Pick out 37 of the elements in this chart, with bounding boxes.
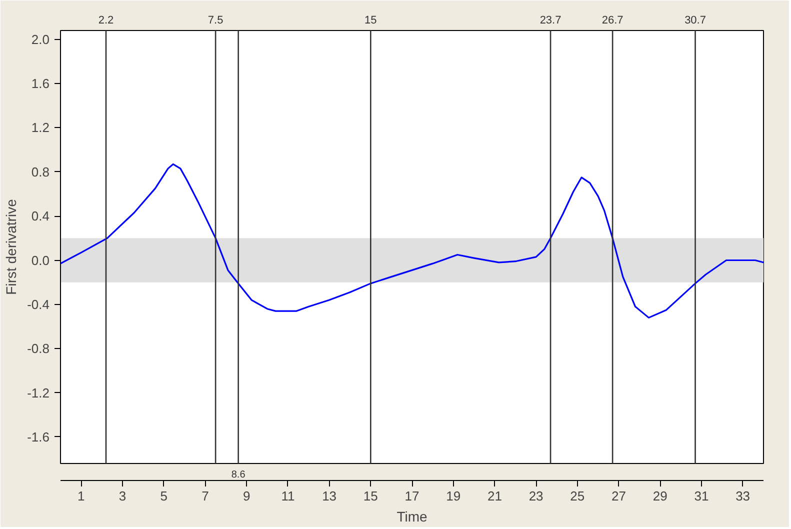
x-tick-label: 1	[78, 488, 85, 504]
y-tick-label: 1.2	[31, 120, 50, 136]
ref-line-label: 15	[364, 14, 377, 26]
y-tick-label: -0.4	[27, 296, 50, 312]
x-tick-label: 15	[363, 488, 378, 504]
x-axis-title: Time	[396, 508, 428, 524]
x-tick-label: 3	[118, 488, 126, 504]
y-tick-label: 0.0	[31, 252, 50, 268]
x-tick-label: 29	[652, 488, 668, 504]
x-tick-label: 9	[242, 488, 250, 504]
x-tick-label: 19	[446, 488, 461, 504]
x-tick-label: 27	[612, 488, 626, 504]
y-tick-label: -0.8	[27, 341, 50, 356]
x-tick-label: 11	[281, 488, 295, 504]
x-tick-label: 31	[694, 488, 709, 504]
x-tick-label: 33	[736, 488, 750, 504]
x-tick-label: 17	[404, 488, 420, 504]
x-tick-label: 5	[160, 488, 168, 504]
y-tick-label: 2.0	[31, 32, 50, 47]
x-tick-label: 23	[528, 488, 544, 504]
ref-line-label: 30.7	[684, 14, 706, 26]
x-tick-label: 7	[202, 488, 209, 504]
y-tick-label: 0.8	[31, 164, 50, 180]
ref-line-label: 7.5	[208, 14, 224, 26]
line-series	[60, 163, 764, 318]
y-tick-label: -1.2	[27, 385, 50, 400]
x-tick-label: 13	[322, 488, 337, 504]
ref-line-label: 23.7	[540, 14, 562, 26]
y-tick-label: -1.6	[27, 429, 50, 444]
ref-line-label: 2.2	[98, 14, 114, 26]
y-tick-label: 1.6	[31, 76, 50, 92]
x-tick-label: 25	[570, 488, 585, 504]
ref-line-label: 26.7	[602, 14, 624, 26]
y-tick-label: 0.4	[31, 208, 50, 224]
y-axis-title: First derivatrive	[3, 198, 20, 295]
x-tick-label: 21	[487, 488, 502, 504]
ref-line-label: 8.6	[231, 470, 246, 480]
